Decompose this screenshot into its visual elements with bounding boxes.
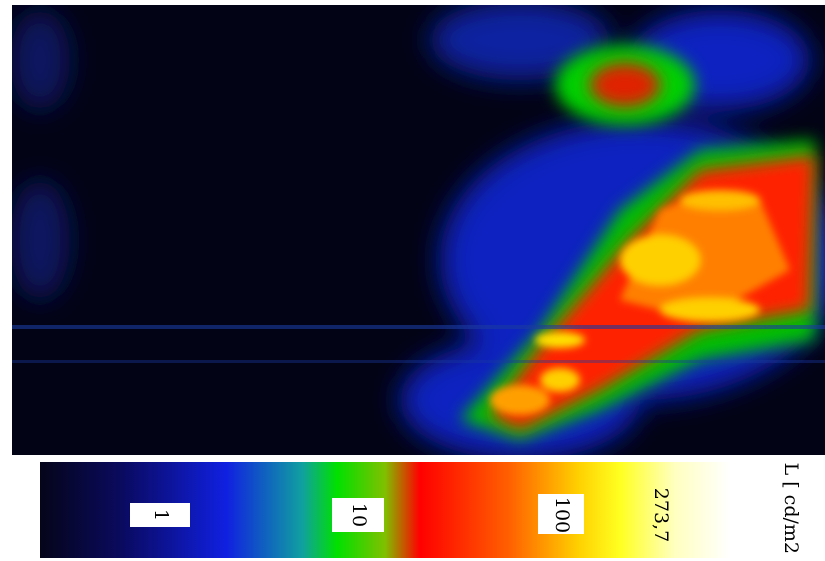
luminance-image: 1 10 100 273,7 L [ cd/m2 ] <box>0 0 825 561</box>
heatmap <box>10 0 825 460</box>
colorbar-tick: 1 <box>150 509 172 521</box>
colorbar-tick: 100 <box>551 497 573 533</box>
colorbar-unit: L [ cd/m2 ] <box>780 463 802 561</box>
page: 1 10 100 273,7 L [ cd/m2 ] (() => { cons… <box>0 0 825 561</box>
colorbar-tick: 273,7 <box>650 488 672 542</box>
colorbar-tick: 10 <box>348 503 370 527</box>
